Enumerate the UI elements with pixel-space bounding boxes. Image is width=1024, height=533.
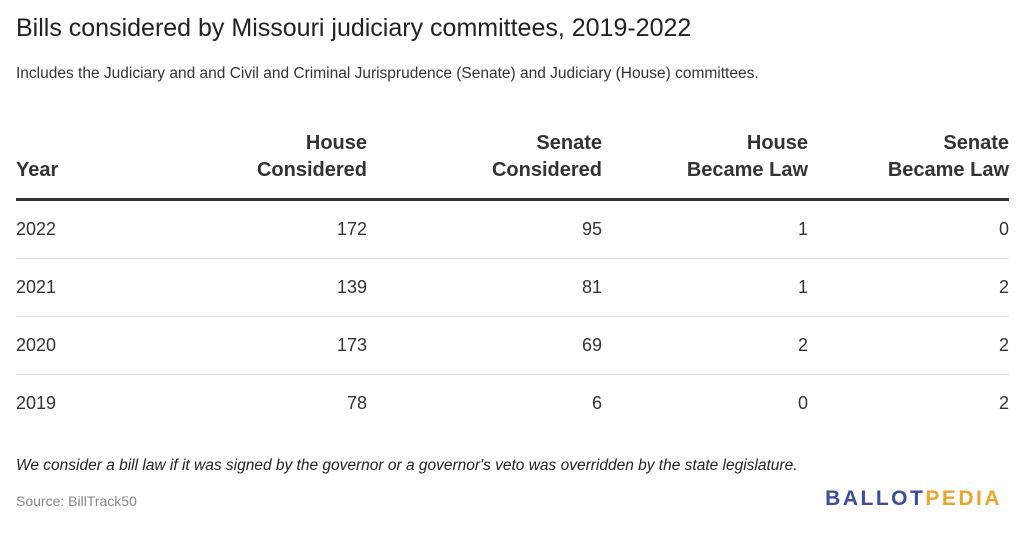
table-row: 2019 78 6 0 2 — [16, 375, 1009, 432]
cell-senate-considered: 69 — [581, 335, 602, 355]
cell-house-became-law: 2 — [797, 335, 808, 355]
cell-house-became-law: 0 — [797, 393, 808, 413]
cell-year: 2022 — [16, 219, 57, 239]
column-header-line: Senate — [943, 132, 1009, 154]
cell-senate-became-law: 0 — [998, 219, 1009, 239]
table-header: Year House Considered Senate Considered … — [16, 120, 1009, 201]
cell-year: 2019 — [16, 393, 57, 413]
table-row: 2022 172 95 1 0 — [16, 201, 1009, 259]
column-header-line: House — [746, 132, 808, 154]
cell-senate-considered: 81 — [581, 277, 602, 297]
cell-house-became-law: 1 — [797, 277, 808, 297]
cell-senate-considered: 95 — [581, 219, 602, 239]
cell-senate-became-law: 2 — [998, 393, 1009, 413]
cell-senate-considered: 6 — [591, 393, 602, 413]
cell-house-considered: 139 — [336, 277, 367, 297]
cell-senate-became-law: 2 — [998, 335, 1009, 355]
table-body: 2022 172 95 1 0 2021 139 81 1 2 2020 173… — [16, 201, 1009, 432]
column-header-house-became-law: House Became Law — [687, 130, 808, 184]
chart-subtitle: Includes the Judiciary and and Civil and… — [16, 65, 759, 82]
column-header-line: Became Law — [686, 159, 808, 181]
cell-house-considered: 78 — [346, 393, 367, 413]
column-header-line: Year — [16, 159, 59, 181]
cell-year: 2021 — [16, 277, 57, 297]
chart-title: Bills considered by Missouri judiciary c… — [16, 14, 692, 42]
cell-house-considered: 173 — [336, 335, 367, 355]
column-header-line: House — [305, 132, 367, 154]
footnote: We consider a bill law if it was signed … — [16, 457, 798, 474]
ballotpedia-logo[interactable]: BALLOTPEDIA — [825, 487, 1002, 511]
column-header-senate-became-law: Senate Became Law — [888, 130, 1009, 184]
logo-text-ballot: BALLOT — [825, 487, 926, 510]
column-header-line: Considered — [491, 159, 602, 181]
cell-house-considered: 172 — [336, 219, 367, 239]
source-line: Source: BillTrack50 — [16, 493, 137, 509]
column-header-year: Year — [16, 157, 58, 184]
column-header-line: Became Law — [887, 159, 1009, 181]
column-header-senate-considered: Senate Considered — [492, 130, 602, 184]
data-table: Year House Considered Senate Considered … — [16, 120, 1009, 432]
cell-year: 2020 — [16, 335, 57, 355]
table-row: 2021 139 81 1 2 — [16, 259, 1009, 317]
column-header-line: Considered — [256, 159, 367, 181]
table-row: 2020 173 69 2 2 — [16, 317, 1009, 375]
column-header-house-considered: House Considered — [257, 130, 367, 184]
cell-house-became-law: 1 — [797, 219, 808, 239]
cell-senate-became-law: 2 — [998, 277, 1009, 297]
column-header-line: Senate — [536, 132, 602, 154]
logo-text-pedia: PEDIA — [925, 487, 1002, 510]
